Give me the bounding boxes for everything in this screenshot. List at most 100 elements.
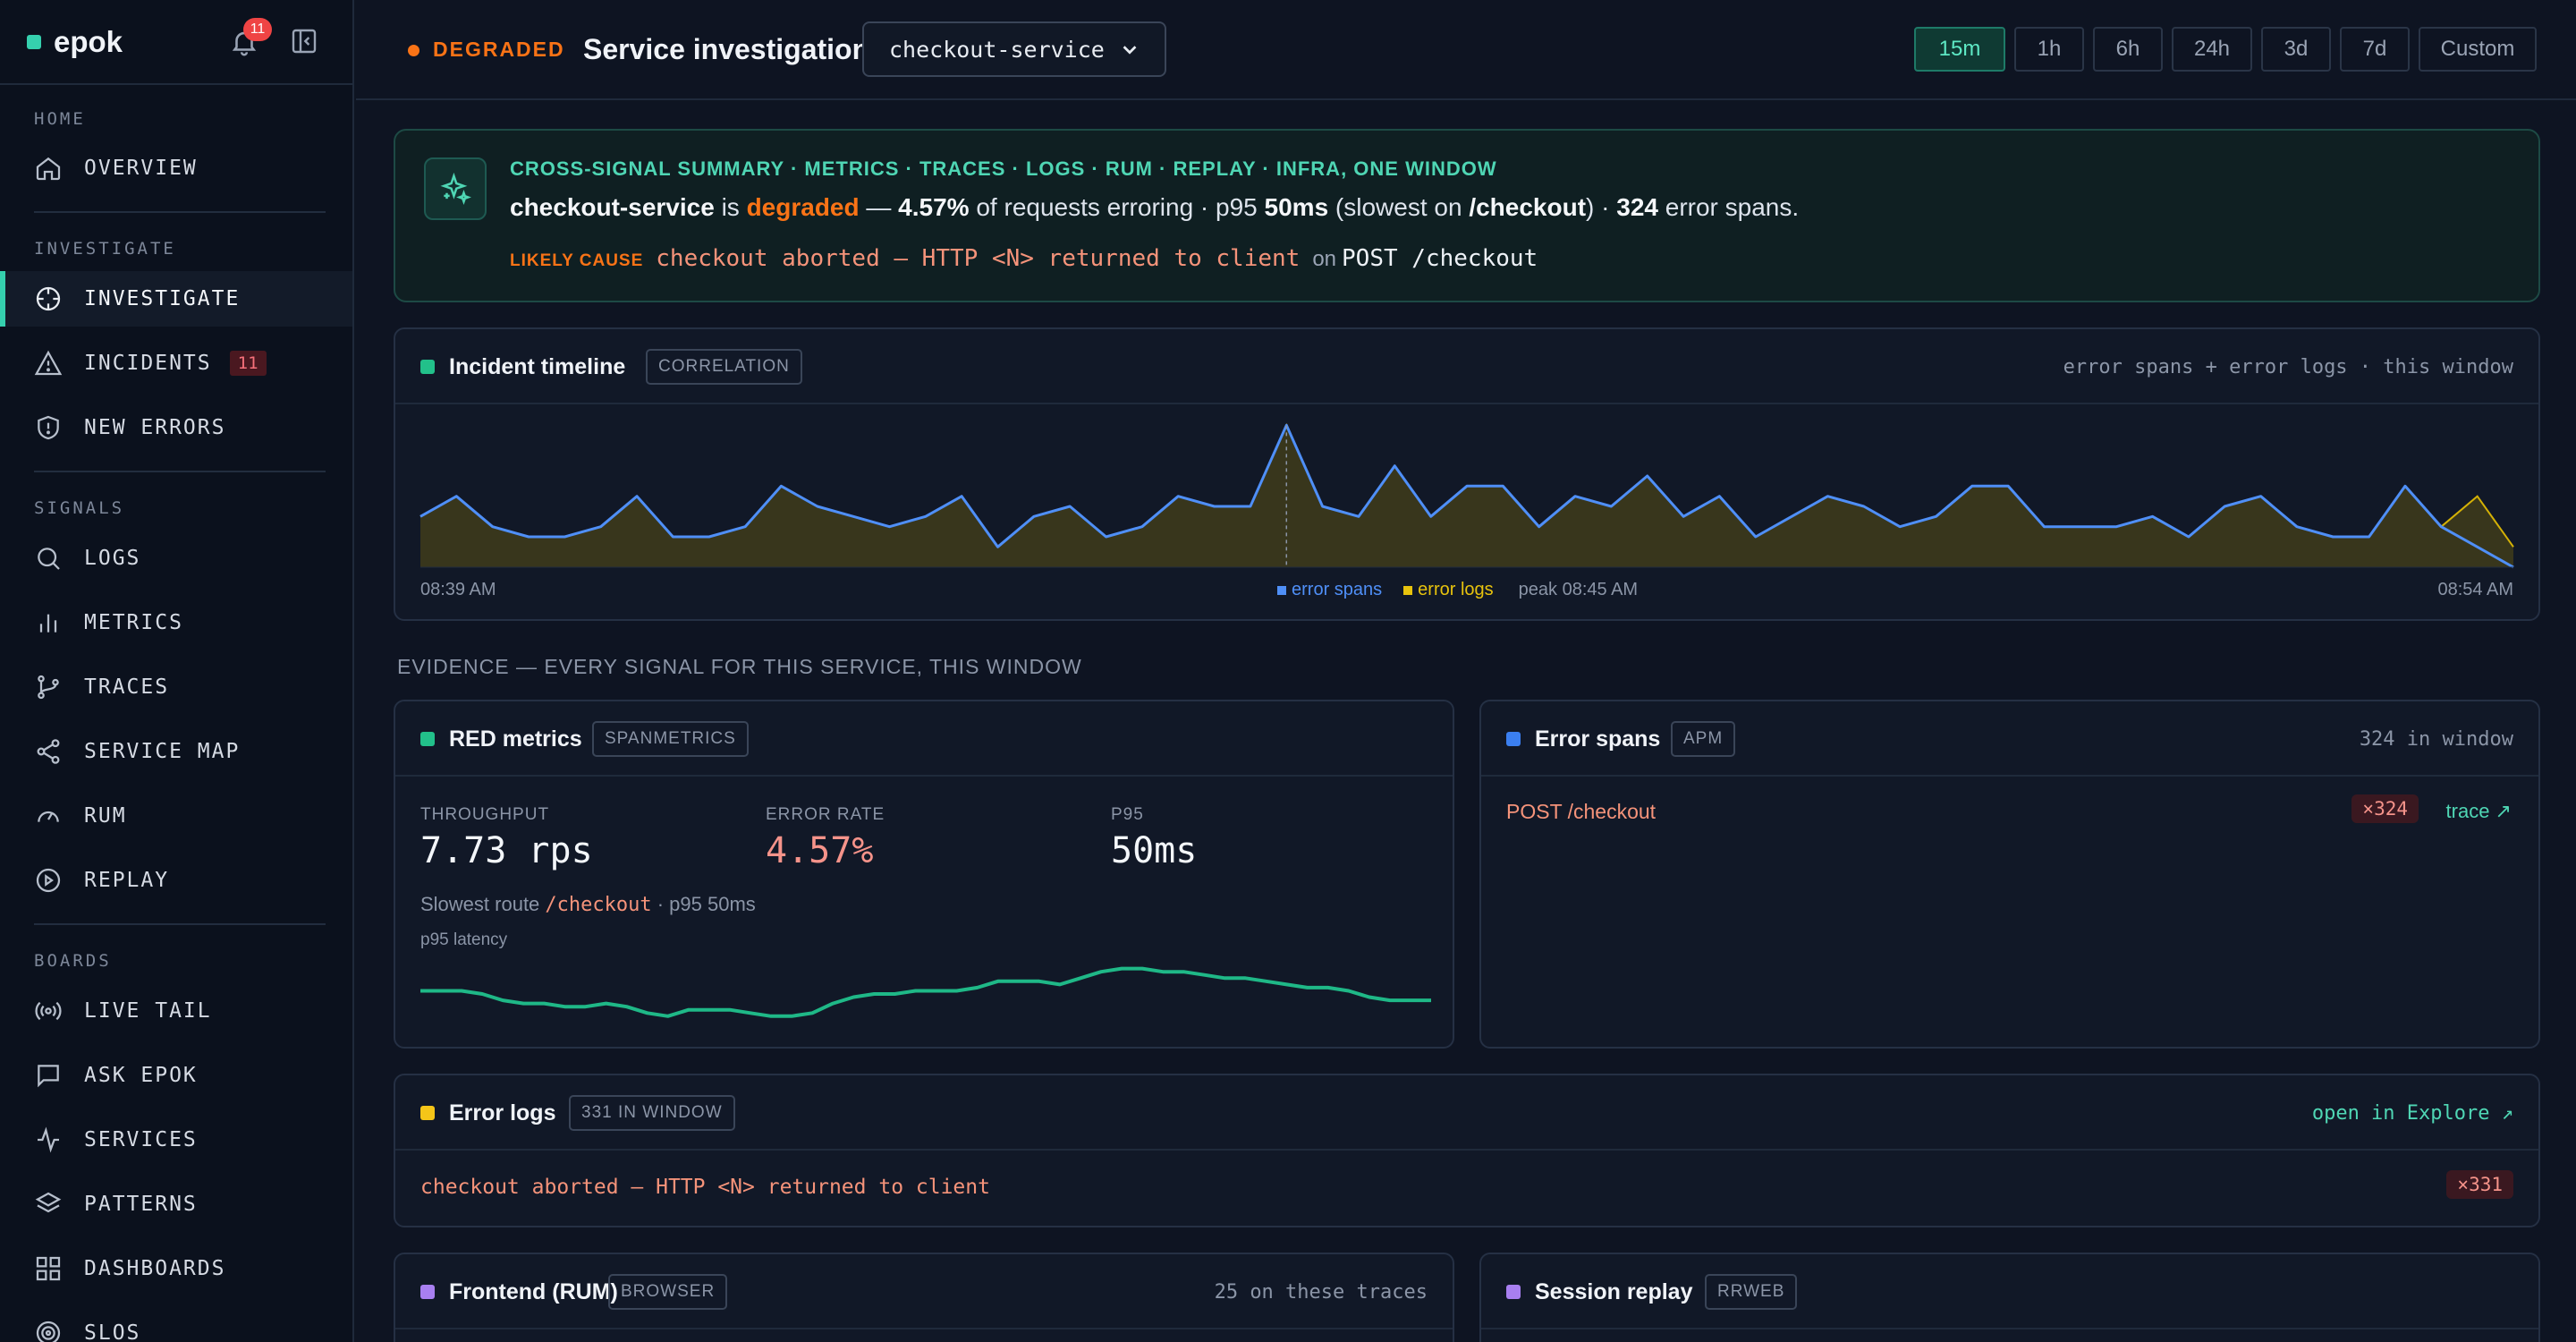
- error-spans-line: [419, 423, 2514, 569]
- radio-icon: [35, 1001, 62, 1021]
- timeline-start-label: 08:39 AM: [420, 580, 496, 599]
- span-route: POST /checkout: [1506, 800, 1657, 823]
- p95-label: P95: [1111, 805, 1144, 824]
- panel-header: Error logs 331 IN WINDOW open in Explore…: [395, 1075, 2538, 1151]
- sidebar-item-slos[interactable]: SLOS: [0, 1305, 352, 1342]
- timeline-end-label: 08:54 AM: [2437, 580, 2513, 599]
- summary-text-part: ) ·: [1586, 193, 1617, 221]
- service-select[interactable]: checkout-service: [862, 21, 1166, 77]
- divider: [34, 211, 326, 213]
- legend-error-logs: error logs: [1418, 580, 1494, 599]
- panel-header: Incident timeline CORRELATION error span…: [395, 329, 2538, 404]
- throughput-label: THROUGHPUT: [420, 805, 550, 824]
- series-square-icon: [420, 1106, 435, 1120]
- sidebar-item-services[interactable]: SERVICES: [0, 1112, 352, 1168]
- sidebar-item-metrics[interactable]: METRICS: [0, 595, 352, 650]
- sparkles-icon: [424, 157, 487, 220]
- session-replay-panel: Session replay RRWEB: [1479, 1253, 2540, 1342]
- brand[interactable]: epok: [27, 25, 123, 59]
- sidebar-item-incidents[interactable]: INCIDENTS 11: [0, 336, 352, 391]
- sidebar-item-replay[interactable]: REPLAY: [0, 853, 352, 908]
- panel-title: Error spans: [1535, 726, 1661, 752]
- target-icon: [36, 1321, 61, 1342]
- series-square-icon: [1506, 732, 1521, 746]
- summary-text-part: —: [859, 193, 899, 221]
- range-6h-button[interactable]: 6h: [2093, 27, 2163, 72]
- sidebar-item-new-errors[interactable]: NEW ERRORS: [0, 400, 352, 455]
- range-custom-button[interactable]: Custom: [2419, 27, 2537, 72]
- status-badge: DEGRADED: [433, 38, 565, 61]
- gauge-icon: [38, 811, 59, 822]
- series-square-icon: [1506, 1285, 1521, 1299]
- activity-icon: [38, 1126, 59, 1153]
- sidebar-item-label: SERVICES: [84, 1128, 198, 1151]
- notification-badge: 11: [243, 18, 272, 41]
- sidebar-item-label: OVERVIEW: [84, 157, 198, 180]
- crosshair-icon: [36, 286, 61, 311]
- error-spans-panel: Error spans APM 324 in window POST /chec…: [1479, 700, 2540, 1049]
- log-message: checkout aborted — HTTP <N> returned to …: [420, 1176, 990, 1199]
- table-row[interactable]: checkout aborted — HTTP <N> returned to …: [395, 1151, 2538, 1227]
- panel-subtitle: 25 on these traces: [1214, 1281, 1428, 1304]
- panel-header: Session replay RRWEB: [1481, 1254, 2538, 1329]
- error-logs-area: [420, 425, 2513, 567]
- sidebar-item-label: METRICS: [84, 611, 183, 634]
- sidebar-item-label: INVESTIGATE: [84, 287, 241, 310]
- range-1h-button[interactable]: 1h: [2014, 27, 2084, 72]
- error-logs-panel: Error logs 331 IN WINDOW open in Explore…: [394, 1074, 2540, 1227]
- service-select-value: checkout-service: [889, 36, 1105, 63]
- sidebar-item-label: ASK EPOK: [84, 1064, 198, 1087]
- slowest-route-path[interactable]: /checkout: [545, 894, 652, 916]
- likely-cause-text[interactable]: checkout aborted — HTTP <N> returned to …: [656, 245, 1301, 272]
- shield-alert-icon: [38, 415, 59, 440]
- bar-chart-icon: [39, 614, 57, 633]
- slowest-route-suffix: · p95 50ms: [651, 893, 756, 915]
- range-3d-button[interactable]: 3d: [2261, 27, 2331, 72]
- panel-title: Frontend (RUM): [449, 1279, 618, 1304]
- panel-tag: SPANMETRICS: [592, 721, 749, 757]
- home-icon: [36, 157, 61, 181]
- git-branch-icon: [38, 675, 59, 700]
- summary-slowest-path: /checkout: [1469, 193, 1587, 221]
- summary-text-part: is: [714, 193, 747, 221]
- incident-timeline-panel: Incident timeline CORRELATION error span…: [394, 327, 2540, 621]
- collapse-sidebar-icon[interactable]: [290, 27, 318, 55]
- likely-cause-endpoint[interactable]: POST /checkout: [1342, 245, 1538, 272]
- sidebar-item-rum[interactable]: RUM: [0, 788, 352, 844]
- error-rate-label: ERROR RATE: [766, 805, 886, 824]
- slowest-route-prefix: Slowest route: [420, 893, 546, 915]
- range-24h-button[interactable]: 24h: [2172, 27, 2252, 72]
- open-in-explore-link[interactable]: open in Explore ↗: [2311, 1102, 2513, 1125]
- sidebar-item-logs[interactable]: LOGS: [0, 531, 352, 586]
- series-square-icon: [420, 732, 435, 746]
- status-dot-icon: [408, 45, 419, 56]
- sidebar-item-ask-epok[interactable]: ASK EPOK: [0, 1048, 352, 1103]
- warning-icon: [34, 350, 63, 376]
- page-title: Service investigation: [583, 33, 870, 65]
- legend-square-icon: [1403, 585, 1413, 595]
- rum-panel: Frontend (RUM) BROWSER 25 on these trace…: [394, 1253, 1454, 1342]
- sidebar-item-overview[interactable]: OVERVIEW: [0, 140, 352, 196]
- range-7d-button[interactable]: 7d: [2340, 27, 2410, 72]
- sidebar-item-label: REPLAY: [84, 869, 170, 892]
- sidebar-item-patterns[interactable]: PATTERNS: [0, 1176, 352, 1232]
- sidebar-item-investigate[interactable]: INVESTIGATE: [0, 271, 352, 327]
- timeline-legend: error spans error logs peak 08:45 AM: [1277, 580, 1638, 600]
- series-square-icon: [420, 1285, 435, 1299]
- table-row[interactable]: POST /checkout ×324 trace ↗: [1481, 777, 2538, 839]
- panel-header: RED metrics SPANMETRICS: [395, 701, 1453, 777]
- panel-tag: 331 IN WINDOW: [569, 1095, 735, 1131]
- summary-text: checkout-service is degraded — 4.57% of …: [510, 193, 1799, 222]
- sidebar-item-traces[interactable]: TRACES: [0, 659, 352, 715]
- range-15m-button[interactable]: 15m: [1914, 27, 2005, 72]
- sidebar-item-service-map[interactable]: SERVICE MAP: [0, 724, 352, 779]
- likely-cause: LIKELY CAUSE checkout aborted — HTTP <N>…: [510, 245, 1538, 272]
- legend-square-icon: [1277, 585, 1286, 595]
- timeline-chart[interactable]: [395, 406, 2538, 621]
- sidebar-item-live-tail[interactable]: LIVE TAIL: [0, 983, 352, 1039]
- sidebar-item-dashboards[interactable]: DASHBOARDS: [0, 1241, 352, 1296]
- panel-header: Error spans APM 324 in window: [1481, 701, 2538, 777]
- trace-link[interactable]: trace ↗: [2445, 800, 2512, 822]
- likely-cause-on: on: [1312, 247, 1337, 271]
- panel-title: Error logs: [449, 1100, 556, 1125]
